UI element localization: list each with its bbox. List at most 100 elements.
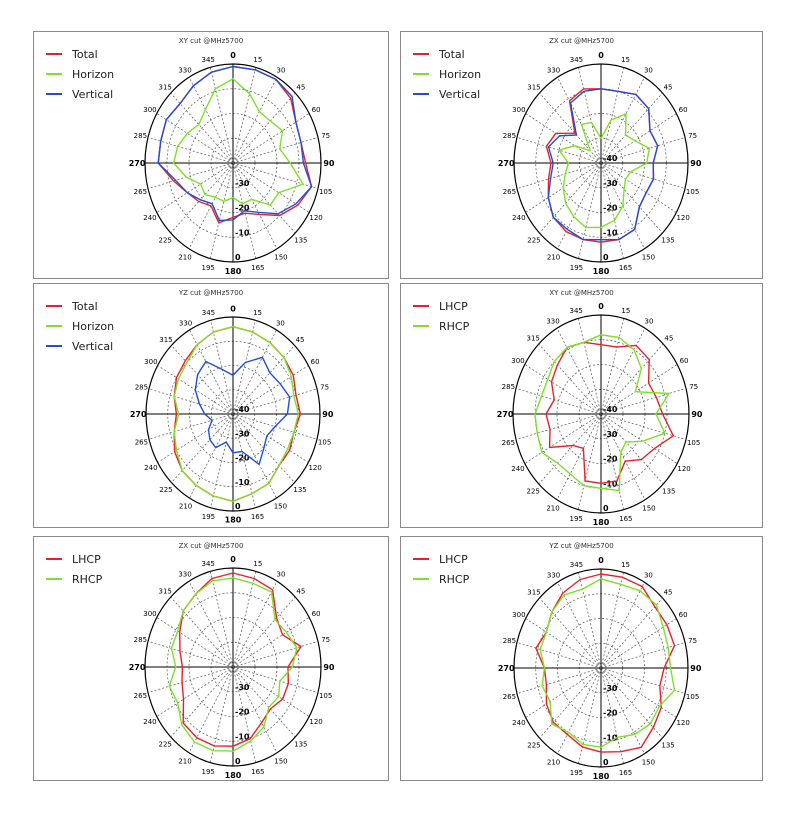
polar-plot-1: XY cut @MHz5700 0 -10 -20 -30 0 15 30 45 60 75 90 10… [129,37,335,276]
series-line-vertical [194,356,291,466]
angle-tick-label: 105 [318,438,331,446]
angle-tick-label: 240 [143,718,156,726]
angle-tick-label: 150 [274,503,287,511]
polar-spoke [539,667,602,739]
legend-label: LHCP [72,552,101,566]
angle-tick-label: 285 [135,384,148,392]
chart-panel-3: YZ cut @MHz5700 0 -10 -20 -30 -40 0 15 30 45 60 75 9… [33,283,389,528]
angle-tick-label: 90 [690,664,702,673]
legend-swatch [413,53,429,55]
polar-spoke [147,137,234,164]
angle-tick-label: 270 [129,159,146,168]
polar-spoke [232,571,257,668]
radial-tick-label: -30 [603,179,618,188]
polar-spoke [600,92,663,164]
polar-spoke [600,667,645,754]
angle-tick-label: 225 [527,236,540,244]
polar-spoke [232,388,318,415]
polar-spoke [232,137,319,164]
radial-tick-label: -30 [603,430,618,439]
angle-tick-label: 15 [253,56,262,64]
radial-tick-label: -10 [235,478,250,487]
angle-tick-label: 345 [201,56,214,64]
polar-spoke [232,365,309,415]
polar-spoke [209,67,234,164]
polar-spoke [525,113,602,164]
angle-tick-label: 120 [677,465,690,473]
radial-tick-label: -30 [235,179,250,188]
polar-spoke [600,318,625,415]
polar-plot-4: XY cut @MHz5700 0 -10 -20 -30 -40 0 15 30 45 60 75 9… [497,289,703,527]
angle-tick-label: 60 [312,106,321,114]
angle-tick-label: 75 [320,384,329,392]
legend-label: Vertical [72,339,114,353]
polar-spoke [188,77,234,164]
polar-spoke [557,162,602,249]
angle-tick-label: 240 [144,464,157,472]
legend-item-lhcp: LHCP [413,549,469,569]
polar-spoke [600,413,687,440]
polar-spoke [232,413,256,508]
angle-tick-label: 45 [296,336,305,344]
angle-tick-label: 30 [644,318,653,326]
angle-tick-label: 135 [661,236,674,244]
chart-panel-6: YZ cut @MHz5700 0 -10 -20 -30 0 15 30 45 60 75 90 10… [400,536,763,781]
polar-spoke [232,666,319,693]
angle-tick-label: 285 [134,132,147,140]
polar-spoke [600,667,624,764]
legend-label: RHCP [439,572,470,586]
angle-tick-label: 75 [688,132,697,140]
angle-tick-label: 75 [321,132,330,140]
angle-tick-label: 30 [276,319,285,327]
angle-tick-label: 60 [311,358,320,366]
angle-tick-label: 195 [570,769,583,777]
legend-swatch [46,345,62,347]
radial-tick-label: -20 [235,454,250,463]
angle-tick-label: 45 [664,84,673,92]
polar-plot-3: YZ cut @MHz5700 0 -10 -20 -30 -40 0 15 30 45 60 75 9… [130,289,334,525]
legend-swatch [413,325,429,327]
angle-tick-label: 60 [680,357,689,365]
angle-tick-label: 270 [497,410,514,419]
polar-spoke [232,162,296,234]
angle-tick-label: 90 [691,410,703,419]
legend-swatch [413,305,429,307]
legend-label: Horizon [72,319,115,333]
legend-swatch [413,578,429,580]
polar-spoke [232,617,310,668]
angle-tick-label: 265 [502,439,515,447]
radial-tick-label: -10 [603,733,618,742]
angle-tick-label: 105 [686,693,699,701]
polar-spoke [600,572,624,669]
legend-swatch [46,578,62,580]
angle-tick-label: 315 [159,336,172,344]
legend-item-total: Total [46,44,114,64]
angle-tick-label: 210 [179,503,192,511]
polar-spoke [157,413,234,463]
polar-spoke [578,572,602,669]
angle-tick-label: 15 [621,561,630,569]
legend-label: Vertical [439,87,481,101]
polar-spoke [577,413,602,510]
series-line-rhcp [168,577,298,752]
polar-spoke [600,597,663,669]
angle-tick-label: 345 [202,309,215,317]
angle-tick-label: 345 [570,561,583,569]
angle-tick-label: 105 [687,439,700,447]
polar-grid [512,314,690,514]
polar-spoke [556,413,602,500]
angle-tick-label: 135 [293,486,306,494]
chart-panel-1: XY cut @MHz5700 0 -10 -20 -30 0 15 30 45 60 75 90 10… [33,31,389,279]
angle-tick-label: 345 [201,560,214,568]
polar-spoke [578,162,602,259]
angle-tick-label: 165 [619,264,632,272]
angle-tick-label: 300 [512,106,525,114]
polar-spoke [147,162,234,189]
chart-title: ZX cut @MHz5700 [549,37,614,45]
polar-grid [144,63,322,263]
polar-spoke [600,388,687,415]
angle-tick-label: 15 [621,56,630,64]
angle-tick-label: 75 [689,383,698,391]
angle-tick-label: 285 [503,132,516,140]
legend: LHCP RHCP [46,549,102,589]
